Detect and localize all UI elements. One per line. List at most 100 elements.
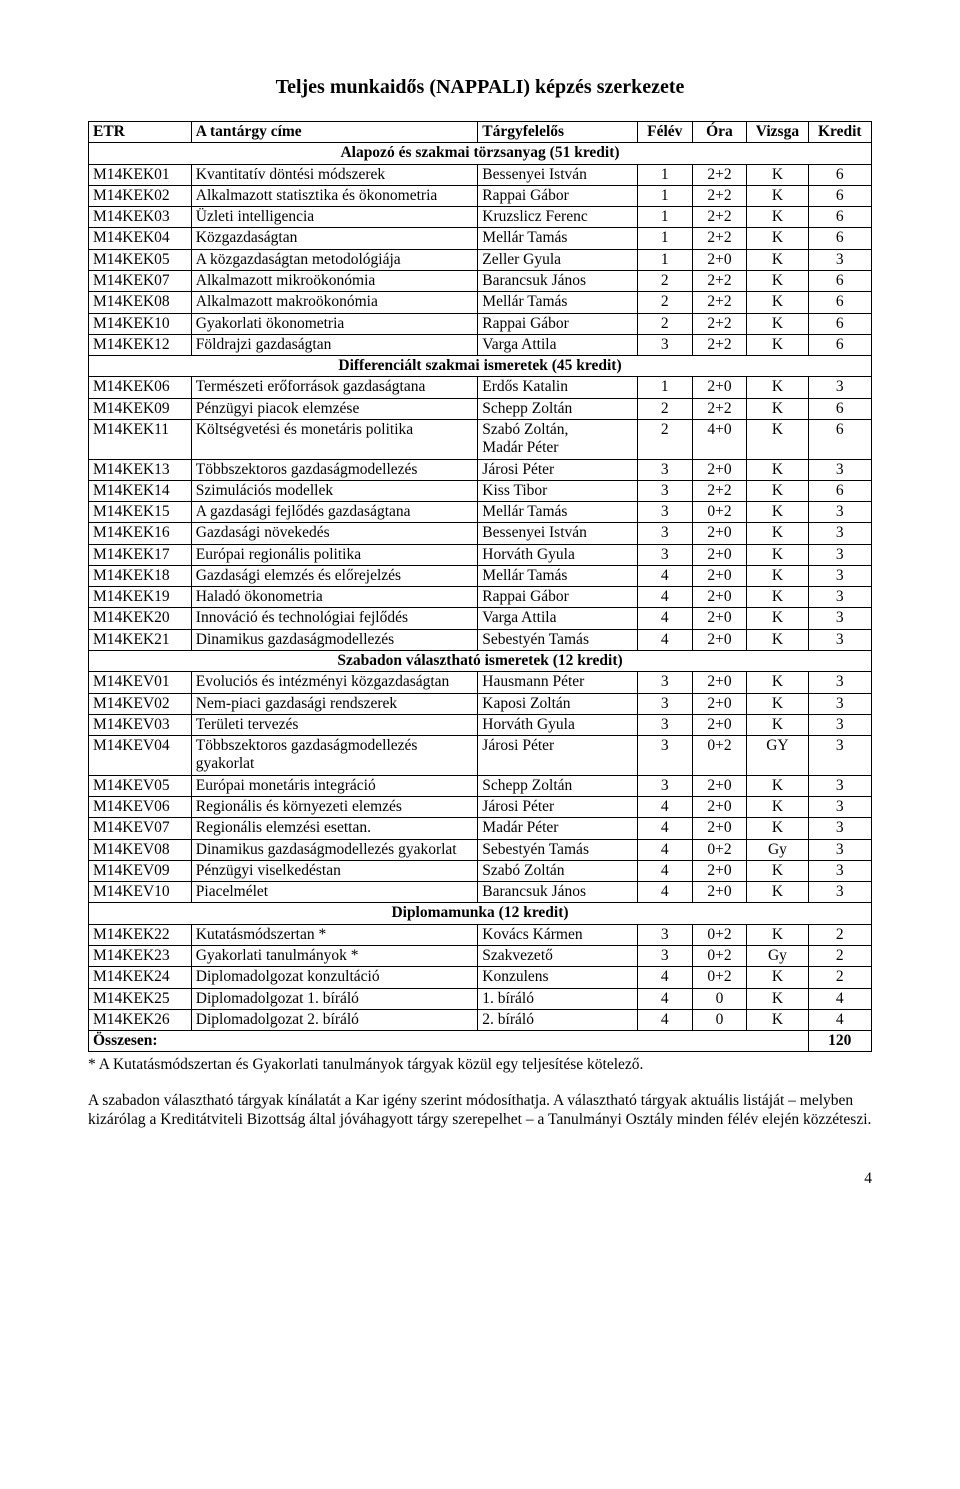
table-row: M14KEK16Gazdasági növekedésBessenyei Ist… xyxy=(89,523,872,544)
cell: 3 xyxy=(808,523,871,544)
cell: 0+2 xyxy=(692,502,747,523)
cell: K xyxy=(747,882,808,903)
cell: 3 xyxy=(808,608,871,629)
cell: Mellár Tamás xyxy=(478,228,638,249)
cell: 3 xyxy=(808,860,871,881)
cell: 2+2 xyxy=(692,398,747,419)
table-row: M14KEV06Regionális és környezeti elemzés… xyxy=(89,797,872,818)
cell: 4 xyxy=(637,839,692,860)
cell: Közgazdaságtan xyxy=(191,228,478,249)
cell: Járosi Péter xyxy=(478,459,638,480)
cell: Barancsuk János xyxy=(478,270,638,291)
cell: 2+0 xyxy=(692,608,747,629)
cell: 4 xyxy=(637,988,692,1009)
col-header: Tárgyfelelős xyxy=(478,122,638,143)
cell: 3 xyxy=(637,544,692,565)
cell: Gyakorlati tanulmányok * xyxy=(191,945,478,966)
cell: M14KEK16 xyxy=(89,523,192,544)
cell: M14KEK22 xyxy=(89,924,192,945)
table-row: M14KEK07Alkalmazott mikroökonómiaBarancs… xyxy=(89,270,872,291)
cell: GY xyxy=(747,736,808,776)
cell: Hausmann Péter xyxy=(478,672,638,693)
cell: 4 xyxy=(637,860,692,881)
cell: 2+0 xyxy=(692,459,747,480)
cell: 3 xyxy=(637,775,692,796)
table-row: M14KEK17Európai regionális politikaHorvá… xyxy=(89,544,872,565)
total-value: 120 xyxy=(808,1031,871,1052)
cell: 1 xyxy=(637,377,692,398)
cell: 2+0 xyxy=(692,565,747,586)
cell: Szakvezető xyxy=(478,945,638,966)
cell: K xyxy=(747,693,808,714)
table-row: M14KEV04Többszektoros gazdaságmodellezés… xyxy=(89,736,872,776)
cell: 2 xyxy=(637,419,692,459)
cell: Horváth Gyula xyxy=(478,714,638,735)
table-header-row: ETRA tantárgy címeTárgyfelelősFélévÓraVi… xyxy=(89,122,872,143)
cell: 2+0 xyxy=(692,714,747,735)
table-row: M14KEV10PiacelméletBarancsuk János42+0K3 xyxy=(89,882,872,903)
table-row: M14KEK08Alkalmazott makroökonómiaMellár … xyxy=(89,292,872,313)
cell: Innováció és technológiai fejlődés xyxy=(191,608,478,629)
cell: 4 xyxy=(808,988,871,1009)
table-row: M14KEK04KözgazdaságtanMellár Tamás12+2K6 xyxy=(89,228,872,249)
cell: Alkalmazott statisztika és ökonometria xyxy=(191,185,478,206)
cell: K xyxy=(747,377,808,398)
table-row: M14KEK13Többszektoros gazdaságmodellezés… xyxy=(89,459,872,480)
cell: Kvantitatív döntési módszerek xyxy=(191,164,478,185)
cell: 3 xyxy=(637,924,692,945)
cell: Schepp Zoltán xyxy=(478,398,638,419)
cell: 6 xyxy=(808,398,871,419)
cell: Mellár Tamás xyxy=(478,502,638,523)
cell: M14KEK04 xyxy=(89,228,192,249)
cell: K xyxy=(747,270,808,291)
cell: K xyxy=(747,860,808,881)
section-header-row: Szabadon választható ismeretek (12 kredi… xyxy=(89,651,872,672)
cell: M14KEK15 xyxy=(89,502,192,523)
cell: K xyxy=(747,292,808,313)
cell: Szabó Zoltán xyxy=(478,860,638,881)
cell: Evoluciós és intézményi közgazdaságtan xyxy=(191,672,478,693)
cell: A közgazdaságtan metodológiája xyxy=(191,249,478,270)
cell: 6 xyxy=(808,334,871,355)
cell: Regionális elemzési esettan. xyxy=(191,818,478,839)
table-row: M14KEK05A közgazdaságtan metodológiájaZe… xyxy=(89,249,872,270)
cell: Európai regionális politika xyxy=(191,544,478,565)
table-row: M14KEK20Innováció és technológiai fejlőd… xyxy=(89,608,872,629)
cell: K xyxy=(747,1009,808,1030)
cell: Többszektoros gazdaságmodellezés gyakorl… xyxy=(191,736,478,776)
table-row: M14KEK24Diplomadolgozat konzultációKonzu… xyxy=(89,967,872,988)
cell: K xyxy=(747,398,808,419)
table-row: M14KEV01Evoluciós és intézményi közgazda… xyxy=(89,672,872,693)
cell: 2+0 xyxy=(692,629,747,650)
table-row: M14KEK18Gazdasági elemzés és előrejelzés… xyxy=(89,565,872,586)
cell: 2+0 xyxy=(692,818,747,839)
cell: M14KEV06 xyxy=(89,797,192,818)
cell: K xyxy=(747,967,808,988)
cell: 2 xyxy=(808,924,871,945)
cell: M14KEK01 xyxy=(89,164,192,185)
col-header: Félév xyxy=(637,122,692,143)
cell: Rappai Gábor xyxy=(478,185,638,206)
cell: 2+0 xyxy=(692,693,747,714)
cell: Zeller Gyula xyxy=(478,249,638,270)
cell: Rappai Gábor xyxy=(478,587,638,608)
cell: Varga Attila xyxy=(478,334,638,355)
cell: M14KEK03 xyxy=(89,207,192,228)
cell: 6 xyxy=(808,228,871,249)
cell: Diplomadolgozat 1. bíráló xyxy=(191,988,478,1009)
col-header: Kredit xyxy=(808,122,871,143)
cell: 3 xyxy=(637,480,692,501)
cell: 6 xyxy=(808,207,871,228)
curriculum-table: ETRA tantárgy címeTárgyfelelősFélévÓraVi… xyxy=(88,121,872,1052)
cell: Mellár Tamás xyxy=(478,292,638,313)
cell: K xyxy=(747,313,808,334)
cell: 2+0 xyxy=(692,587,747,608)
cell: Mellár Tamás xyxy=(478,565,638,586)
cell: 2+2 xyxy=(692,480,747,501)
cell: 4 xyxy=(637,629,692,650)
cell: 2 xyxy=(637,270,692,291)
cell: 2+0 xyxy=(692,860,747,881)
cell: 0 xyxy=(692,1009,747,1030)
cell: 6 xyxy=(808,313,871,334)
table-row: M14KEK14Szimulációs modellekKiss Tibor32… xyxy=(89,480,872,501)
